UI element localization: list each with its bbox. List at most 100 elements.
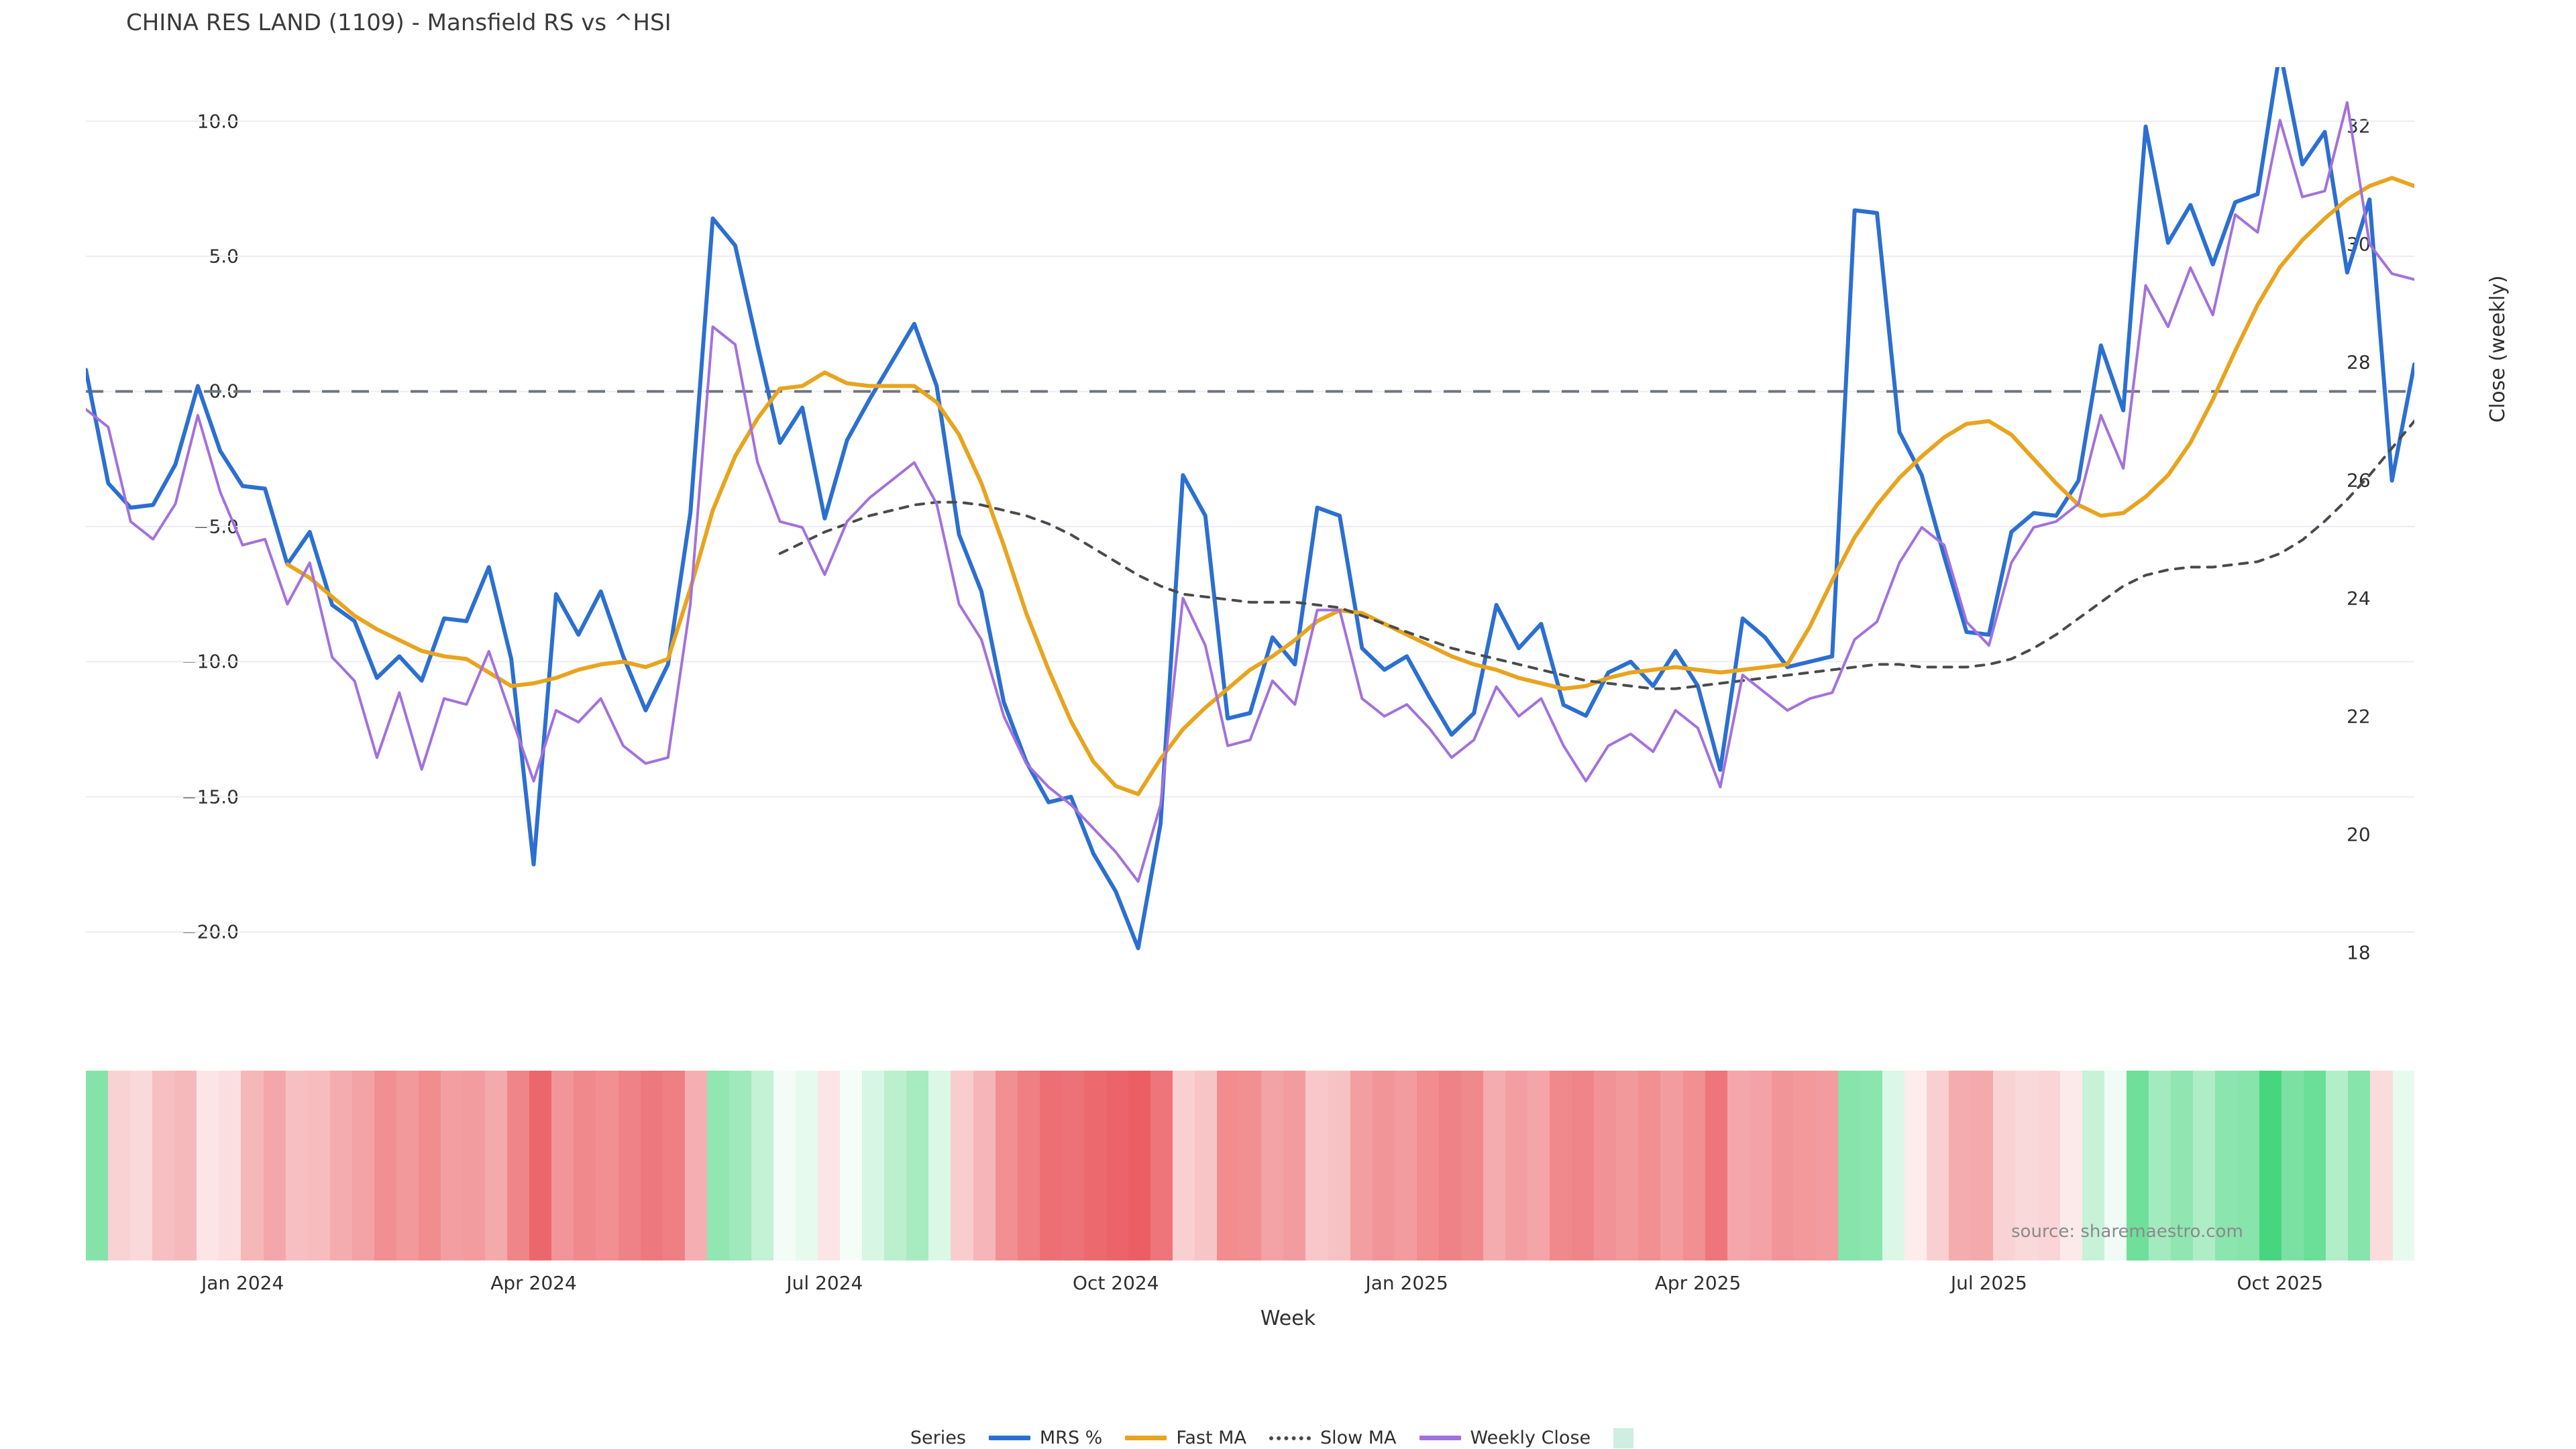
heatmap-cell	[174, 1071, 197, 1260]
heatmap-cell	[2348, 1071, 2371, 1260]
plot-area	[86, 67, 2414, 1000]
heatmap-cell	[2370, 1071, 2393, 1260]
heatmap-cell	[197, 1071, 219, 1260]
heatmap-cell	[551, 1071, 574, 1260]
legend-entry[interactable]	[1613, 1428, 1643, 1448]
heatmap-cell	[2259, 1071, 2282, 1260]
heatmap-cell	[529, 1071, 552, 1260]
legend-label: Slow MA	[1320, 1428, 1397, 1448]
legend: Series MRS % Fast MA Slow MA Weekly Close	[0, 1428, 2576, 1448]
heatmap-cell	[1793, 1071, 1816, 1260]
heatmap-cell	[2015, 1071, 2038, 1260]
heatmap-cell	[1682, 1071, 1705, 1260]
legend-swatch-line-icon	[1125, 1436, 1167, 1440]
heatmap-cell	[2104, 1071, 2127, 1260]
heatmap-cell	[307, 1071, 330, 1260]
heatmap-cell	[2126, 1071, 2149, 1260]
heatmap-cell	[818, 1071, 841, 1260]
heatmap-cell	[1350, 1071, 1373, 1260]
heatmap-cell	[1594, 1071, 1617, 1260]
legend-entry[interactable]: Slow MA	[1269, 1428, 1397, 1448]
heatmap-cell	[1416, 1071, 1439, 1260]
heatmap-cell	[219, 1071, 241, 1260]
heatmap-cell	[773, 1071, 796, 1260]
heatmap-cell	[1305, 1071, 1328, 1260]
heatmap-cell	[485, 1071, 508, 1260]
heatmap-cell	[285, 1071, 308, 1260]
heatmap-cell	[263, 1071, 286, 1260]
heatmap-cell	[2215, 1071, 2238, 1260]
legend-entry[interactable]: Weekly Close	[1419, 1428, 1591, 1448]
heatmap-cell	[1128, 1071, 1150, 1260]
y-tick-right: 24	[2347, 587, 2371, 610]
legend-entry[interactable]: MRS %	[988, 1428, 1103, 1448]
heatmap-cell	[2392, 1071, 2414, 1260]
legend-label: Weekly Close	[1470, 1428, 1591, 1448]
heatmap-cell	[1904, 1071, 1927, 1260]
heatmap-cell	[1882, 1071, 1905, 1260]
heatmap-cell	[1150, 1071, 1173, 1260]
x-tick: Jul 2024	[786, 1272, 863, 1294]
heatmap-cell	[1438, 1071, 1461, 1260]
heatmap-cell	[1616, 1071, 1639, 1260]
heatmap-cell	[928, 1071, 951, 1260]
heatmap-cell	[1083, 1071, 1106, 1260]
legend-swatch-box-icon	[1613, 1428, 1634, 1448]
legend-swatch-line-icon	[988, 1436, 1030, 1440]
heatmap-cell	[374, 1071, 396, 1260]
heatmap-cell	[1328, 1071, 1350, 1260]
heatmap-cell	[1217, 1071, 1240, 1260]
heatmap-cell	[1815, 1071, 1838, 1260]
y-tick-right: 22	[2347, 705, 2371, 728]
legend-entry[interactable]: Fast MA	[1125, 1428, 1246, 1448]
heatmap-cell	[2082, 1071, 2104, 1260]
heatmap-cell	[1505, 1071, 1528, 1260]
heatmap-cell	[507, 1071, 530, 1260]
x-tick: Jul 2025	[1950, 1272, 2027, 1294]
legend-swatch-dotted-icon	[1269, 1436, 1311, 1440]
heatmap-cell	[1061, 1071, 1084, 1260]
heatmap-cell	[840, 1071, 863, 1260]
heatmap-cell	[1283, 1071, 1306, 1260]
heatmap-cell	[574, 1071, 596, 1260]
heatmap-cell	[1372, 1071, 1395, 1260]
series-line-mrs-	[86, 67, 2414, 951]
legend-swatch-line-icon	[1419, 1436, 1461, 1440]
momentum-heatmap-strip	[86, 1071, 2414, 1260]
heatmap-cell	[1949, 1071, 1972, 1260]
x-axis-label: Week	[1260, 1307, 1316, 1330]
legend-label: MRS %	[1039, 1428, 1103, 1448]
heatmap-cell	[796, 1071, 818, 1260]
heatmap-cell	[463, 1071, 486, 1260]
heatmap-cell	[1927, 1071, 1949, 1260]
heatmap-cell	[1749, 1071, 1772, 1260]
series-line-fast-ma	[285, 176, 2414, 796]
heatmap-cell	[418, 1071, 441, 1260]
source-attribution: source: sharemaestro.com	[2011, 1222, 2243, 1242]
heatmap-cell	[1550, 1071, 1572, 1260]
heatmap-cell	[2148, 1071, 2171, 1260]
heatmap-cell	[1771, 1071, 1794, 1260]
heatmap-cell	[2304, 1071, 2326, 1260]
page-title: CHINA RES LAND (1109) - Mansfield RS vs …	[126, 9, 672, 36]
heatmap-cell	[862, 1071, 885, 1260]
y-tick-right: 20	[2347, 823, 2371, 846]
x-tick: Oct 2024	[1072, 1272, 1159, 1294]
heatmap-cell	[1173, 1071, 1195, 1260]
heatmap-cell	[662, 1071, 685, 1260]
heatmap-cell	[130, 1071, 153, 1260]
heatmap-cell	[1860, 1071, 1883, 1260]
heatmap-cell	[1638, 1071, 1661, 1260]
heatmap-cell	[618, 1071, 641, 1260]
heatmap-cell	[706, 1071, 729, 1260]
heatmap-cell	[1017, 1071, 1040, 1260]
heatmap-cell	[884, 1071, 907, 1260]
heatmap-cell	[352, 1071, 374, 1260]
heatmap-cell	[1727, 1071, 1750, 1260]
heatmap-cell	[329, 1071, 352, 1260]
heatmap-cell	[596, 1071, 619, 1260]
heatmap-cell	[241, 1071, 264, 1260]
series-line-weekly-close	[86, 101, 2414, 883]
heatmap-cell	[995, 1071, 1018, 1260]
heatmap-cell	[2037, 1071, 2060, 1260]
